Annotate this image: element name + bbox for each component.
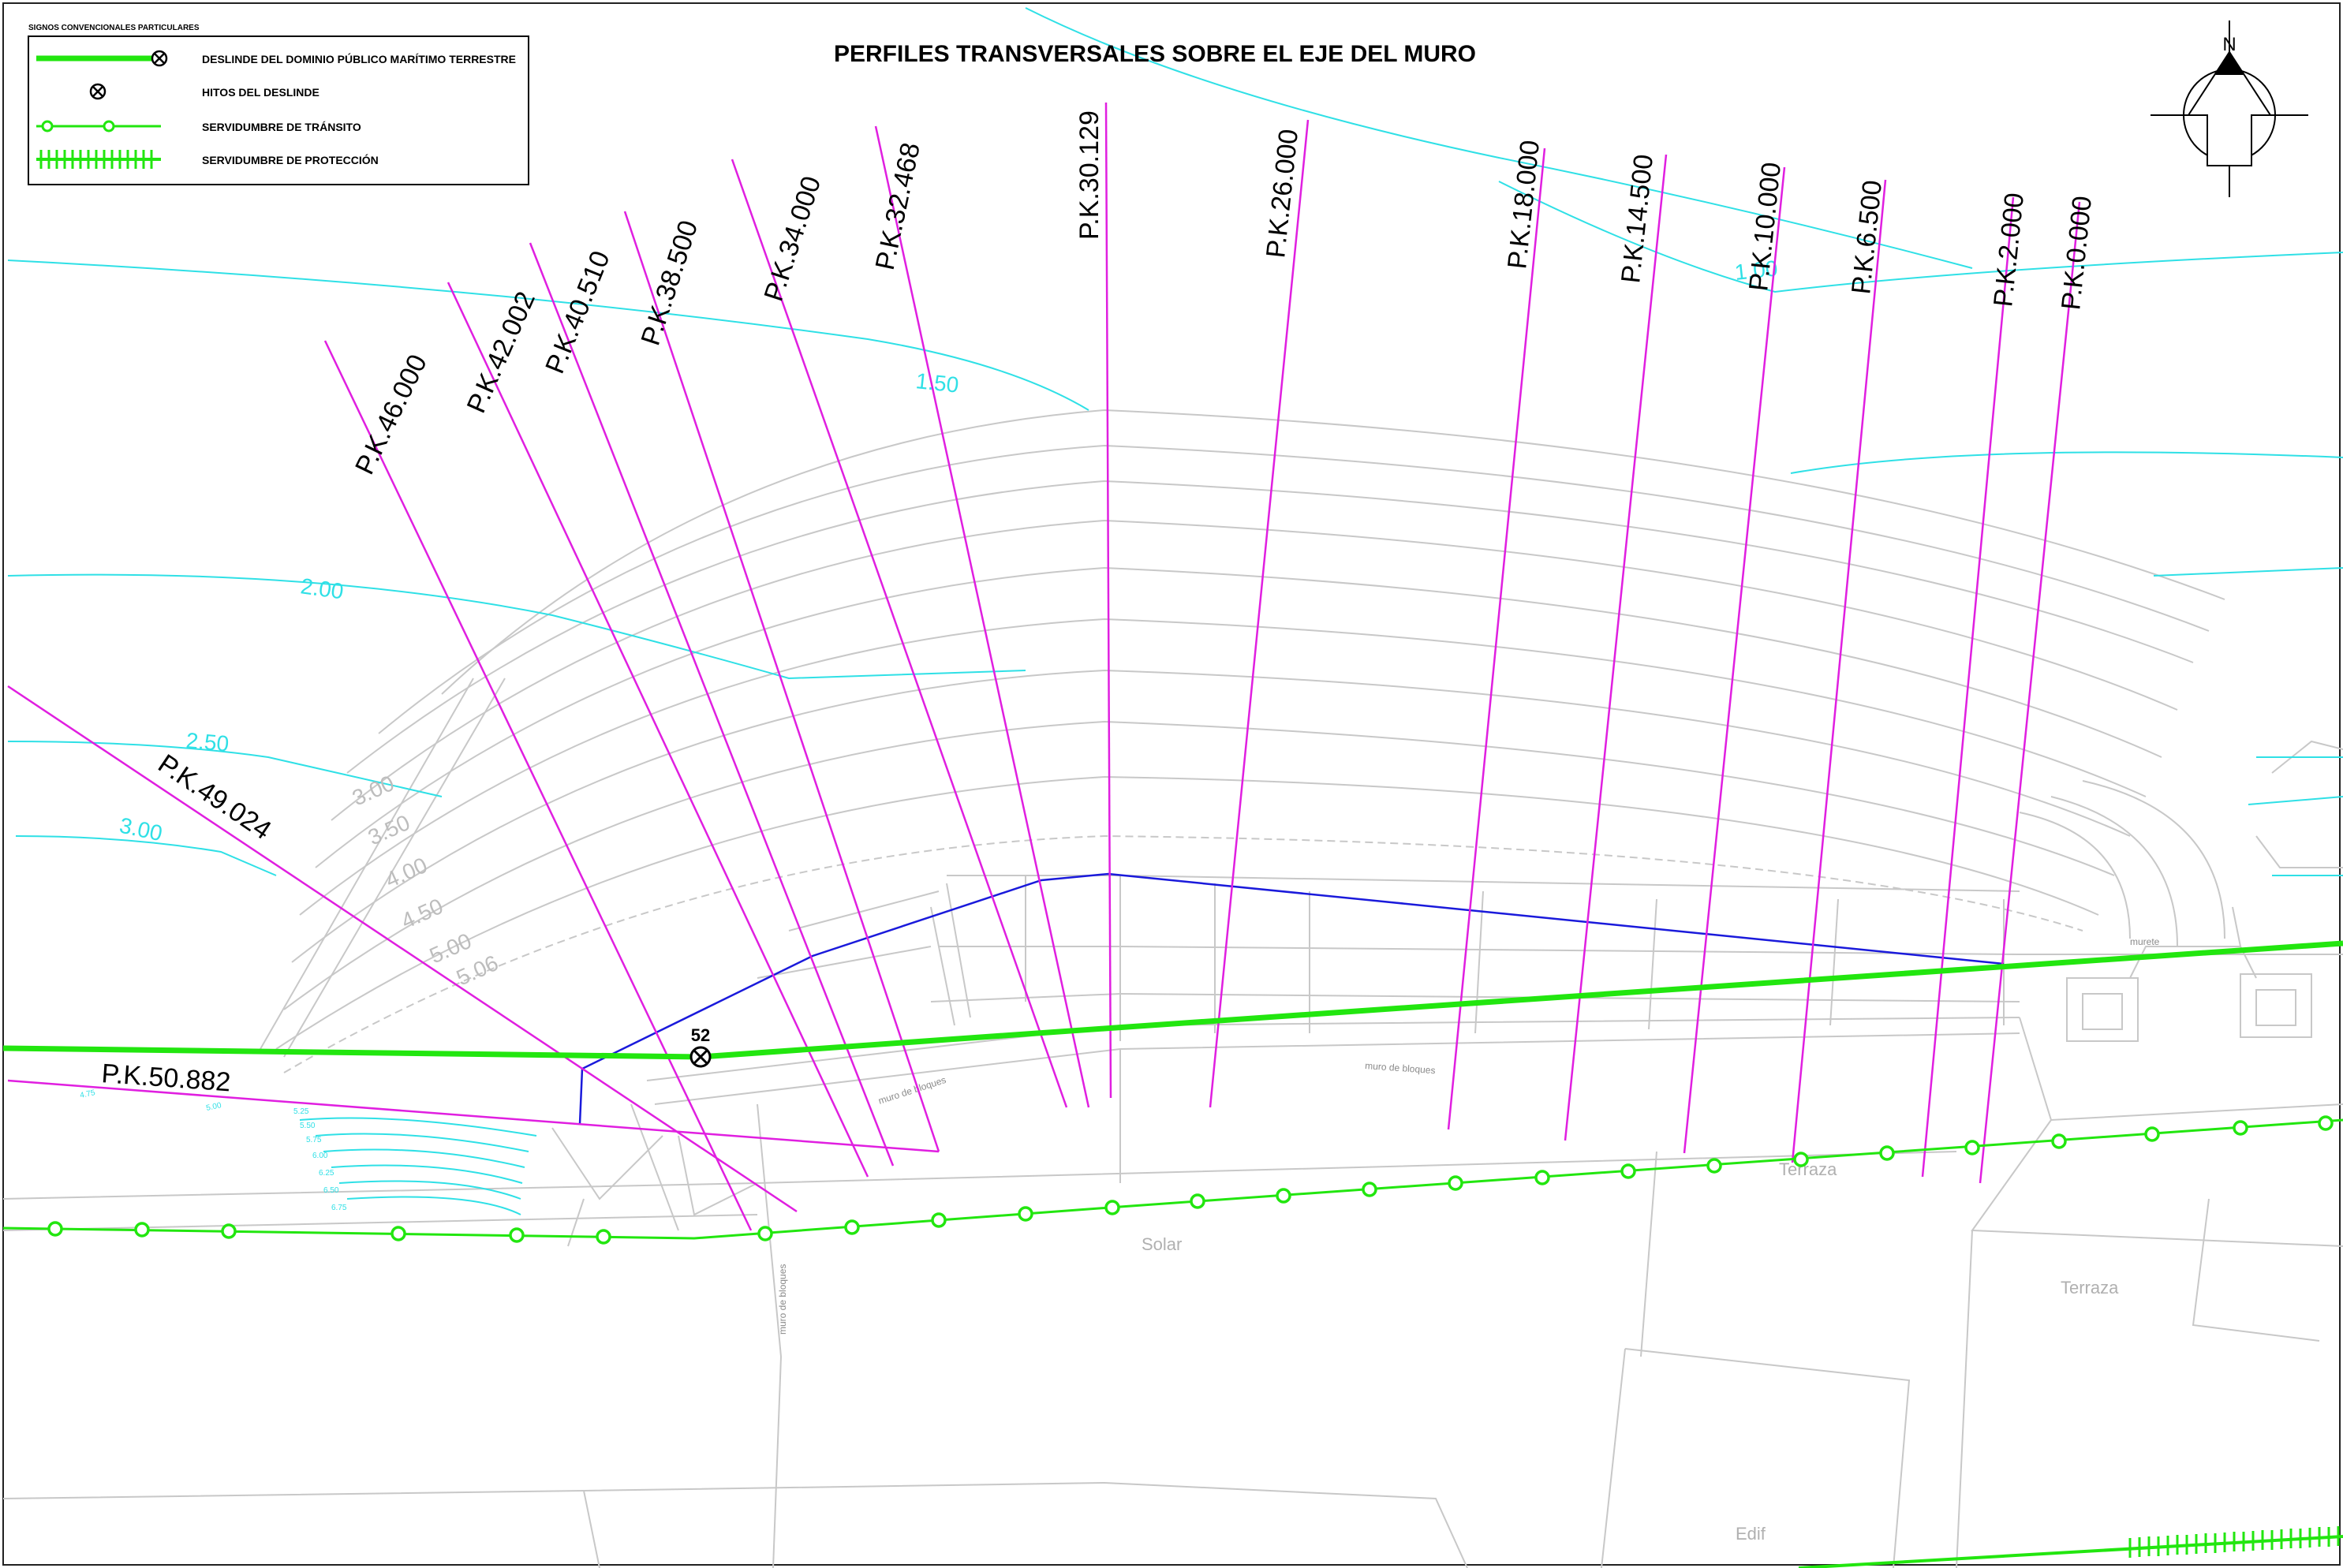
servidumbre-transito-line	[2, 1118, 2343, 1240]
profile-label-pk49.024: P.K.49.024	[153, 749, 277, 846]
contour-label-2.00: 2.00	[299, 573, 345, 603]
place-label-solar: Solar	[1142, 1234, 1182, 1254]
profile-line-pk32.468	[874, 125, 1090, 1108]
profile-line-pk2	[1921, 196, 2015, 1178]
green-hatched-line-icon	[36, 150, 161, 169]
contour-label-1.00: 1.00	[1733, 256, 1778, 285]
small-contour-label: 5.75	[306, 1136, 322, 1144]
profile-lines	[7, 102, 2081, 1231]
legend: SIGNOS CONVENCIONALES PARTICULARES DESLI…	[28, 24, 529, 185]
place-label-terraza: Terraza	[2061, 1278, 2119, 1297]
page-title: PERFILES TRANSVERSALES SOBRE EL EJE DEL …	[834, 41, 1476, 67]
servidumbre-proteccion-line	[1798, 1526, 2343, 1568]
contour-label-1.50: 1.50	[914, 368, 959, 398]
profile-label-pk40.51: P.K.40.510	[540, 247, 616, 378]
place-label-muro-de-bloques: muro de bloques	[777, 1264, 788, 1335]
muro-axis-line	[578, 872, 2005, 1125]
small-contour-label: 6.75	[331, 1204, 347, 1212]
hito-label: 52	[691, 1025, 710, 1045]
grey-label-3.50: 3.50	[364, 810, 413, 849]
contour-label-2.50: 2.50	[185, 728, 230, 756]
profile-line-pk38.5	[623, 211, 940, 1152]
cyan-contours	[7, 7, 2343, 1215]
profile-label-pk50.882: P.K.50.882	[100, 1058, 231, 1097]
legend-label-proteccion: SERVIDUMBRE DE PROTECCIÓN	[202, 153, 379, 166]
grey-label-4.50: 4.50	[398, 894, 447, 933]
profile-label-pk38.5: P.K.38.500	[635, 217, 704, 349]
profile-line-pk34	[731, 159, 1068, 1108]
profile-line-pk30.129	[1104, 102, 1112, 1099]
profile-label-pk30.129: P.K.30.129	[1074, 110, 1104, 240]
small-contour-label: 6.25	[319, 1169, 334, 1178]
small-contour-label: 5.50	[300, 1122, 316, 1130]
place-label-terraza: Terraza	[1779, 1159, 1837, 1179]
legend-heading: SIGNOS CONVENCIONALES PARTICULARES	[28, 24, 200, 32]
profile-line-pk49.024	[7, 685, 798, 1213]
profile-line-pk0	[1979, 201, 2081, 1184]
small-contour-label: 4.75	[79, 1088, 96, 1100]
small-contour-label: 5.00	[205, 1101, 222, 1113]
place-label-muro-de-bloques: muro de bloques	[877, 1074, 947, 1107]
place-label-edif: Edif	[1736, 1524, 1766, 1544]
legend-label-hitos: HITOS DEL DESLINDE	[202, 86, 320, 99]
profile-line-pk18	[1447, 147, 1546, 1130]
profile-line-pk26	[1209, 119, 1310, 1108]
north-arrow-icon: N	[2151, 21, 2308, 197]
profile-label-pk32.468: P.K.32.468	[870, 140, 926, 272]
profile-label-pk42.002: P.K.42.002	[462, 287, 541, 417]
legend-label-transito: SERVIDUMBRE DE TRÁNSITO	[202, 121, 361, 133]
profile-line-pk10	[1683, 166, 1786, 1154]
deslinde-line	[2, 940, 2343, 1060]
grey-label-4.00: 4.00	[382, 853, 431, 892]
profile-line-pk6.5	[1791, 179, 1887, 1163]
north-label: N	[2222, 34, 2236, 55]
servidumbre-transito-markers	[47, 1115, 2334, 1245]
profile-label-pk46: P.K.46.000	[349, 350, 433, 480]
profile-line-pk42.002	[447, 282, 869, 1178]
profile-label-pk2: P.K.2.000	[1988, 192, 2030, 308]
profile-label-pk0: P.K.0.000	[2056, 195, 2098, 312]
hito-52-marker[interactable]: 52	[689, 1025, 712, 1068]
profile-line-pk14.5	[1564, 154, 1668, 1141]
profile-line-pk50.882	[7, 1079, 940, 1153]
green-line-with-cross-marker-icon	[36, 50, 168, 67]
place-label-murete: murete	[2130, 936, 2160, 947]
place-label-muro-de-bloques: muro de bloques	[1365, 1060, 1436, 1076]
profile-label-pk6.5: P.K.6.500	[1846, 179, 1888, 296]
profile-label-pk34: P.K.34.000	[758, 173, 827, 305]
small-contour-label: 6.50	[323, 1186, 339, 1195]
profile-label-pk14.5: P.K.14.500	[1616, 153, 1659, 285]
small-contour-label: 5.25	[293, 1107, 309, 1116]
profile-label-pk10: P.K.10.000	[1743, 161, 1787, 293]
green-line-with-circles-icon	[36, 120, 161, 133]
base-cartography	[2, 409, 2343, 1568]
crossed-circle-icon	[89, 83, 106, 100]
profile-label-pk26: P.K.26.000	[1261, 128, 1304, 259]
legend-label-deslinde: DESLINDE DEL DOMINIO PÚBLICO MARÍTIMO TE…	[202, 52, 516, 65]
profile-line-pk46	[323, 340, 753, 1231]
profile-line-pk40.51	[529, 242, 895, 1167]
small-contour-label: 6.00	[312, 1152, 328, 1160]
